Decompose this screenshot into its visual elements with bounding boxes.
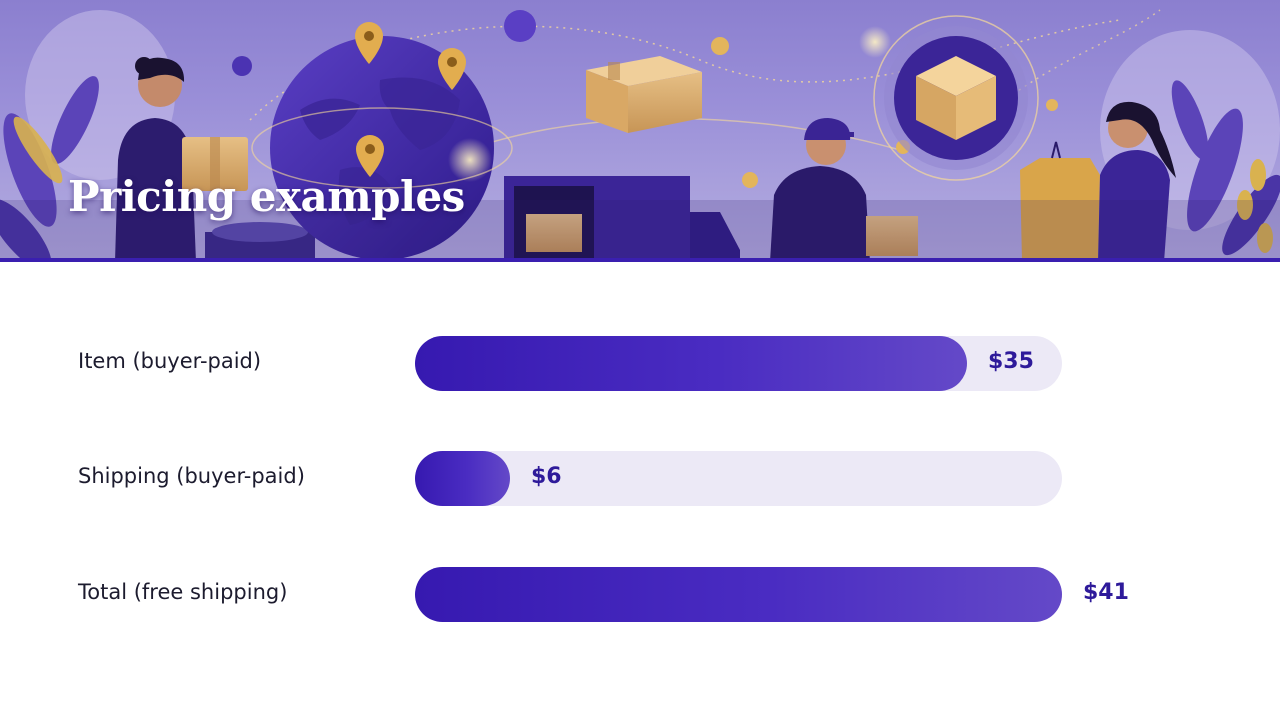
person-with-shirt-icon xyxy=(1020,101,1176,258)
map-pin-icon xyxy=(438,48,466,90)
leaf-icon xyxy=(13,116,63,184)
orb xyxy=(742,172,758,188)
bar-fill xyxy=(415,336,967,391)
leaf-icon xyxy=(0,76,99,258)
bar-value-label: $41 xyxy=(1083,580,1129,605)
bar-fill xyxy=(415,567,1062,622)
sparkle xyxy=(448,138,492,182)
orb xyxy=(504,10,536,42)
bar-label: Item (buyer-paid) xyxy=(78,349,262,373)
bar-value-label: $35 xyxy=(988,349,1034,374)
bar-track xyxy=(415,336,1062,391)
pricing-bar-chart: Item (buyer-paid) $35 Shipping (buyer-paid… xyxy=(0,262,1280,720)
courier-icon xyxy=(770,118,918,258)
orb xyxy=(711,37,729,55)
bar-track xyxy=(415,451,1062,506)
hero-banner: Pricing examples xyxy=(0,0,1280,262)
cardboard-box-icon xyxy=(586,56,702,133)
page-title: Pricing examples xyxy=(68,172,465,221)
sneaker xyxy=(212,222,308,242)
map-pin-icon xyxy=(355,22,383,64)
box-badge-icon xyxy=(873,15,1039,181)
orb xyxy=(232,56,252,76)
sparkle xyxy=(859,26,891,58)
delivery-truck-icon xyxy=(504,176,740,258)
map-pin-icon xyxy=(356,135,384,177)
bar-track xyxy=(415,567,1062,622)
person-with-box-icon xyxy=(115,57,248,258)
leaf-icon xyxy=(1237,159,1273,253)
banner-illustration xyxy=(0,9,1280,258)
bar-fill xyxy=(415,451,510,506)
orb xyxy=(1046,99,1058,111)
leaf-icon xyxy=(1171,80,1280,256)
banner-shade xyxy=(0,200,1280,258)
bar-label: Shipping (buyer-paid) xyxy=(78,464,305,488)
bar-label: Total (free shipping) xyxy=(78,580,288,604)
bar-value-label: $6 xyxy=(531,464,562,489)
